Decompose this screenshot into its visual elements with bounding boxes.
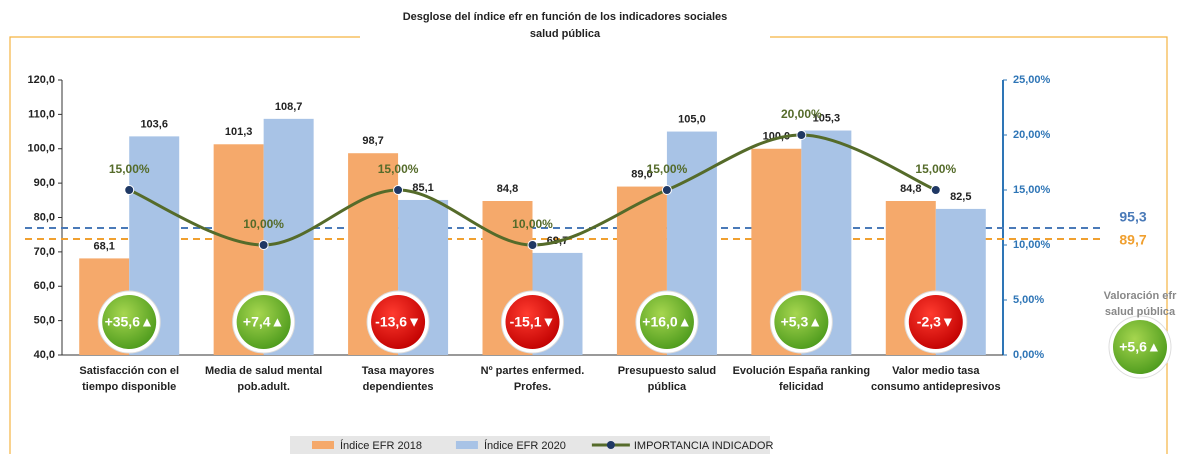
y-tick-label: 110,0 [28,108,55,120]
chart-title: salud pública [530,28,601,40]
legend-swatch [606,441,615,449]
x-tick-label-line: tiempo disponible [82,381,176,393]
x-tick-label-line: dependientes [363,381,434,393]
frame [9,36,1168,454]
line-point [393,185,404,195]
badge [639,295,694,349]
y2-tick-label: 0,00% [1013,349,1044,361]
x-tick-label-line: consumo antidepresivos [871,381,1001,393]
badge-label: +5,3▲ [781,314,823,330]
value-label: 98,7 [362,135,383,147]
y2-tick-label: 10,00% [1013,239,1051,251]
x-tick-label: Media de salud mental pob.adult. [205,365,322,393]
legend-label: Índice EFR 2018 [340,439,422,452]
value-label: 84,8 [497,183,518,195]
line-point [661,185,672,195]
badge [371,295,426,349]
x-tick-label-line: pob.adult. [237,381,290,393]
x-tick-label-line: Satisfacción con el [79,365,179,377]
x-tick-label: Satisfacción con el tiempo disponible [79,365,179,393]
line-point [796,130,807,140]
y-tick-label: 100,0 [27,143,55,155]
value-label: 84,8 [900,183,921,195]
x-tick-label-line: Tasa mayores [362,365,435,377]
side-label: Valoración efr [1104,290,1177,302]
x-tick-label-line: Valor medio tasa [892,365,980,377]
value-label: 85,1 [412,182,433,194]
y2-tick-label: 25,00% [1013,74,1051,86]
value-label: 105,3 [813,112,841,124]
value-label: 89,0 [631,168,652,180]
x-tick-label-line: pública [648,381,687,393]
line-point [124,185,135,195]
line-point [930,185,941,195]
x-tick-label-line: felicidad [779,381,824,393]
y-tick-label: 40,0 [34,349,55,361]
chart-title: Desglose del índice efr en función de lo… [403,11,728,23]
badge [774,295,829,349]
side-label: salud pública [1105,306,1176,318]
badge [505,295,560,349]
y-tick-label: 80,0 [34,211,55,223]
line-label: 20,00% [781,107,822,121]
reference-label: 95,3 [1119,209,1146,225]
badge-label: +35,6▲ [105,314,154,330]
x-tick-label: Tasa mayores dependientes [362,365,435,393]
badge [908,295,963,349]
line-label: 15,00% [378,162,419,176]
line-point [527,240,538,250]
y-tick-label: 50,0 [34,315,55,327]
badge-label: +5,6▲ [1119,339,1161,355]
badge-label: -2,3▼ [917,314,955,330]
y2-tick-label: 5,00% [1013,294,1044,306]
line-label: 15,00% [109,162,150,176]
value-label: 105,0 [678,113,706,125]
line-point [258,240,269,250]
badge [236,295,291,349]
legend-label: Índice EFR 2020 [484,439,566,452]
legend [290,436,770,454]
line-label: 15,00% [647,162,688,176]
y-tick-label: 120,0 [27,74,55,86]
x-tick-label: Valor medio tasa consumo antidepresivos [871,365,1001,393]
x-tick-label-line: Media de salud mental [205,365,322,377]
reference-label: 89,7 [1119,232,1146,248]
x-tick-label: Presupuesto salud pública [618,365,716,393]
y2-tick-label: 20,00% [1013,129,1051,141]
line-label: 10,00% [512,217,553,231]
x-tick-label-line: Evolución España ranking [733,365,871,377]
value-label: 82,5 [950,191,971,203]
legend-swatch [312,441,334,449]
y-tick-label: 90,0 [34,177,55,189]
value-label: 103,6 [140,118,168,130]
line-label: 15,00% [915,162,956,176]
badge-label: +16,0▲ [642,314,691,330]
x-tick-label-line: Nº partes enfermed. [481,365,585,377]
value-label: 101,3 [225,126,253,138]
legend-swatch [455,441,478,449]
y-tick-label: 70,0 [34,246,55,258]
y2-tick-label: 15,00% [1013,184,1051,196]
line-label: 10,00% [243,217,284,231]
badge-label: -13,6▼ [375,314,421,330]
legend-label: IMPORTANCIA INDICADOR [634,440,774,452]
y-tick-label: 60,0 [34,280,55,292]
value-label: 68,1 [94,240,115,252]
value-label: 108,7 [275,101,303,113]
x-tick-label-line: Profes. [514,381,551,393]
badge-label: +7,4▲ [243,314,285,330]
x-tick-label-line: Presupuesto salud [618,365,716,377]
x-tick-label: Nº partes enfermed. Profes. [481,365,585,393]
badge [1113,320,1167,374]
x-tick-label: Evolución España ranking felicidad [733,365,871,393]
badge [102,295,157,349]
badge-label: -15,1▼ [510,314,556,330]
